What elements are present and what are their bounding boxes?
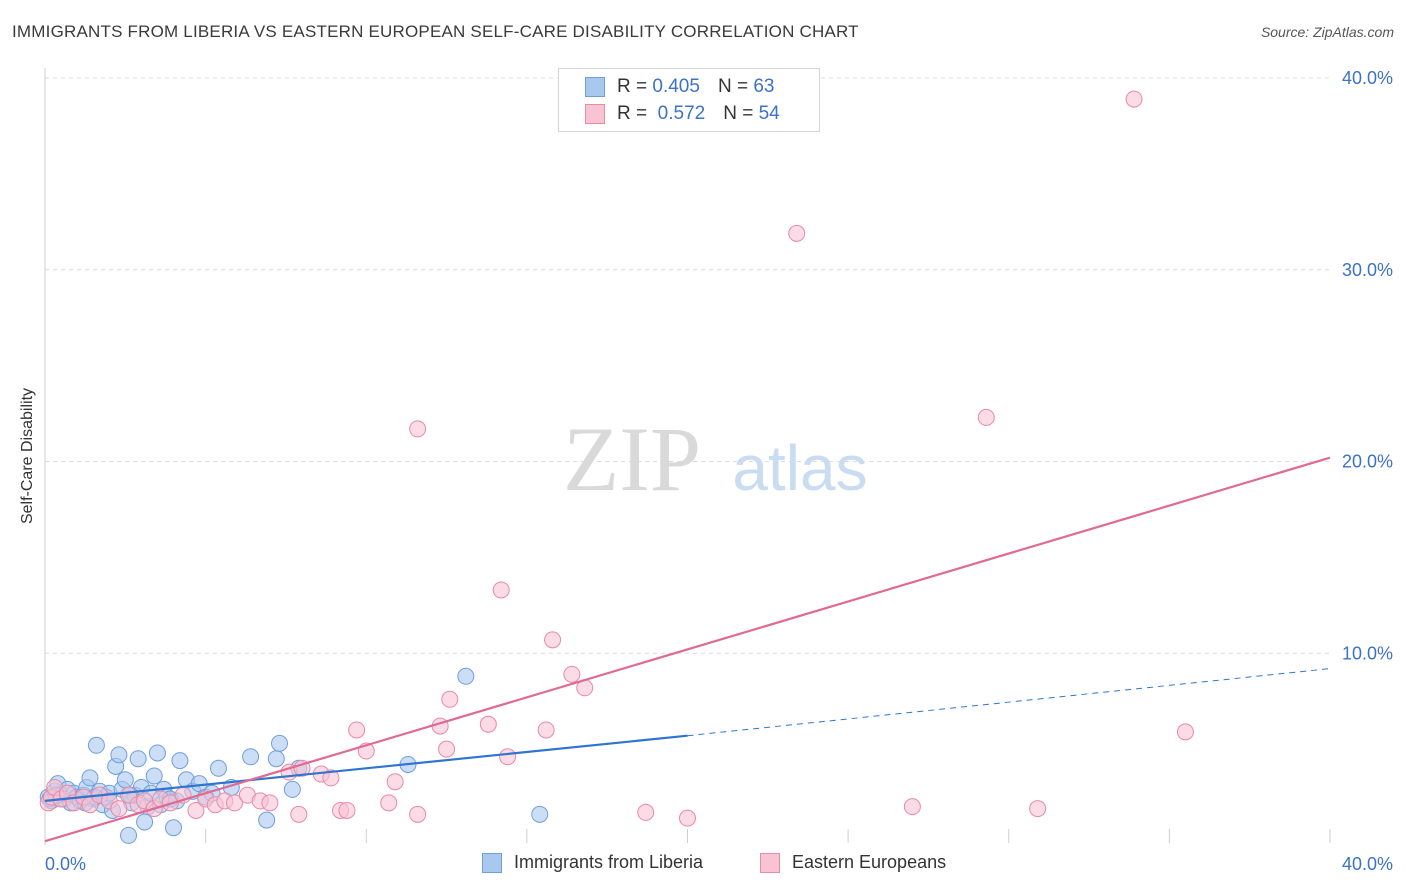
legend-row-eastern: R = 0.572 N = 54 xyxy=(585,102,780,126)
liberia-point xyxy=(110,746,128,764)
liberia-point xyxy=(87,736,105,754)
eastern-point xyxy=(290,805,308,823)
legend-swatch-liberia xyxy=(585,77,605,97)
liberia-point xyxy=(171,752,189,770)
eastern-point xyxy=(261,794,279,812)
eastern-point xyxy=(903,798,921,816)
y-axis-label: Self-Care Disability xyxy=(19,387,36,525)
eastern-point xyxy=(637,803,655,821)
liberia-point xyxy=(457,667,475,685)
eastern-point xyxy=(1176,723,1194,741)
legend-r-label: R = xyxy=(617,103,648,124)
eastern-point xyxy=(438,740,456,758)
liberia-point xyxy=(531,805,549,823)
liberia-point xyxy=(148,744,166,762)
legend-n-label: N = xyxy=(723,103,754,124)
liberia-point xyxy=(136,813,154,831)
liberia-point xyxy=(145,767,163,785)
legend-label-liberia: Immigrants from Liberia xyxy=(514,852,704,872)
eastern-point xyxy=(492,581,510,599)
eastern-point xyxy=(338,801,356,819)
eastern-point xyxy=(537,721,555,739)
liberia-point xyxy=(165,819,182,837)
series-legend: Immigrants from Liberia Eastern European… xyxy=(0,852,1406,878)
trend-lines xyxy=(44,456,1331,843)
tick-labels: 10.0% 20.0% 30.0% 40.0% 0.0% 40.0% xyxy=(45,68,1393,874)
y-tick-label: 20.0% xyxy=(1342,452,1393,472)
liberia-point xyxy=(209,759,227,777)
legend-swatch-eastern xyxy=(760,852,780,873)
eastern-point xyxy=(788,224,806,242)
eastern-point xyxy=(110,800,128,818)
legend-n-value: 63 xyxy=(753,76,775,97)
eastern-point xyxy=(187,801,205,819)
liberia-point xyxy=(242,748,260,766)
eastern-point xyxy=(563,665,581,683)
eastern-point xyxy=(1125,90,1143,108)
liberia-point xyxy=(81,769,99,787)
stats-legend: R = 0.405 N = 63 R = 0.572 N = 54 xyxy=(558,68,820,132)
liberia-point xyxy=(283,780,301,798)
eastern-point xyxy=(441,690,459,708)
liberia-point xyxy=(116,771,134,789)
eastern-point xyxy=(386,773,404,791)
eastern-point xyxy=(380,794,398,812)
eastern-point xyxy=(977,408,995,426)
legend-swatch-liberia xyxy=(482,852,502,873)
y-tick-label: 30.0% xyxy=(1342,260,1393,280)
legend-r-label: R = xyxy=(617,76,648,97)
liberia-point xyxy=(129,750,147,768)
y-tick-label: 10.0% xyxy=(1342,643,1393,663)
legend-item-eastern[interactable]: Eastern Europeans xyxy=(760,852,946,873)
legend-n-value: 54 xyxy=(758,103,780,124)
watermark: ZIP atlas xyxy=(563,408,868,510)
chart-title: IMMIGRANTS FROM LIBERIA VS EASTERN EUROP… xyxy=(12,22,859,41)
eastern-point xyxy=(409,420,427,438)
eastern-point xyxy=(544,631,562,649)
y-tick-label: 40.0% xyxy=(1342,68,1393,88)
liberia-point xyxy=(258,811,276,829)
eastern-point xyxy=(322,769,340,787)
liberia-point xyxy=(271,734,289,752)
legend-label-eastern: Eastern Europeans xyxy=(792,852,947,872)
eastern-point xyxy=(226,794,244,812)
eastern-point xyxy=(409,805,427,823)
eastern-point xyxy=(1029,800,1047,818)
trend-line-liberia xyxy=(44,734,688,802)
eastern-point xyxy=(499,748,517,766)
gridlines xyxy=(45,77,1330,654)
eastern-point xyxy=(479,715,497,733)
legend-item-liberia[interactable]: Immigrants from Liberia xyxy=(482,852,703,873)
x-tick-label-max: 40.0% xyxy=(1342,854,1393,874)
watermark-atlas: atlas xyxy=(732,432,867,504)
x-tick-label-min: 0.0% xyxy=(45,854,86,874)
trend-line-liberia-extension xyxy=(687,668,1331,737)
axes xyxy=(44,68,1331,845)
eastern-point xyxy=(348,721,366,739)
legend-r-value: 0.405 xyxy=(652,76,700,97)
watermark-zip: ZIP xyxy=(563,408,701,510)
liberia-point xyxy=(120,826,138,844)
legend-r-value: 0.572 xyxy=(657,103,706,124)
trend-line-eastern xyxy=(44,456,1331,843)
legend-row-liberia: R = 0.405 N = 63 xyxy=(585,75,774,99)
source-credit: Source: ZipAtlas.com xyxy=(1260,24,1394,40)
legend-n-label: N = xyxy=(717,76,749,97)
liberia-point xyxy=(267,750,285,768)
eastern-point xyxy=(679,809,696,827)
legend-swatch-eastern xyxy=(585,104,605,124)
